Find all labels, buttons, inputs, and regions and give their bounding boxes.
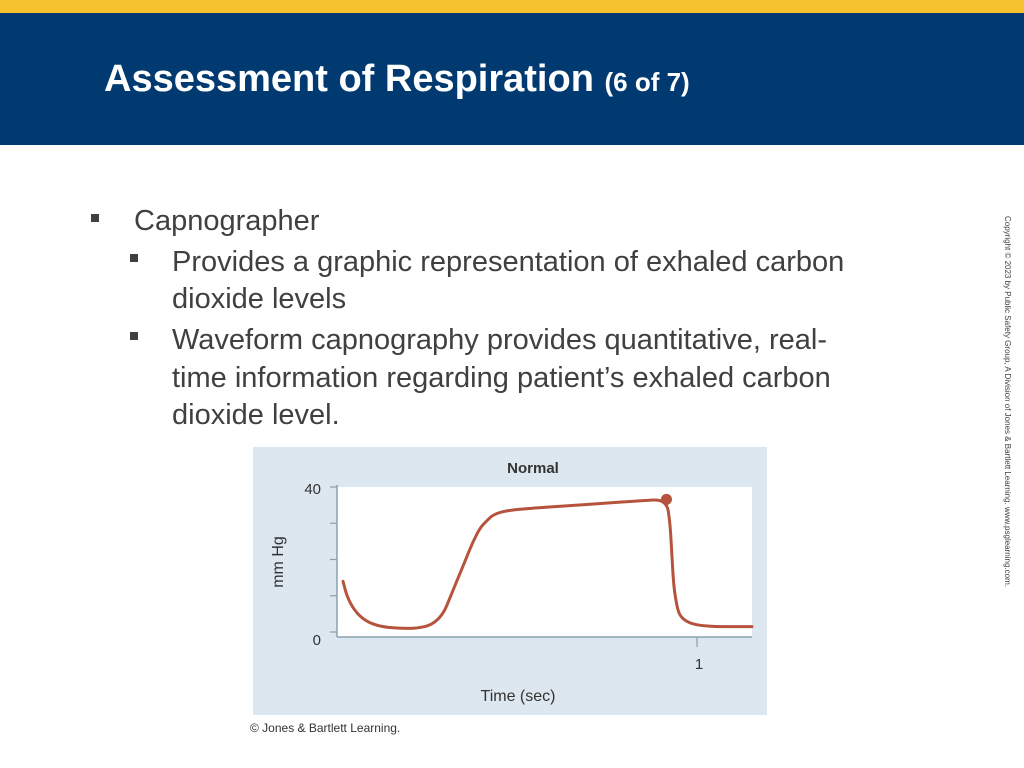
end-tidal-point xyxy=(660,493,672,505)
capnography-figure: Normal 40 0 1 mm Hg Time (sec) xyxy=(253,447,767,715)
y-tick-label-0: 0 xyxy=(313,632,321,649)
slide-title-counter: (6 of 7) xyxy=(604,67,690,97)
bullet-marker xyxy=(130,254,138,262)
x-tick-label-1: 1 xyxy=(695,656,703,673)
bullet-sub2-line3: dioxide level. xyxy=(172,399,340,431)
co2-waveform-line xyxy=(341,498,754,630)
side-copyright-notice: Copyright © 2023 by Public Safety Group,… xyxy=(1003,216,1012,587)
x-axis-label: Time (sec) xyxy=(481,688,556,705)
header-bar xyxy=(0,13,1024,145)
bullet-sub2-line1: Waveform capnography provides quantitati… xyxy=(172,324,827,356)
bullet-list: Capnographer Provides a graphic represen… xyxy=(91,205,845,431)
y-axis-label: mm Hg xyxy=(270,536,287,588)
bullet-marker xyxy=(91,214,99,222)
capnogram-chart: Normal 40 0 1 mm Hg Time (sec) xyxy=(253,447,767,715)
chart-title: Normal xyxy=(507,460,559,477)
bullet-sub2-line2: time information regarding patient’s exh… xyxy=(172,362,831,394)
plot-area xyxy=(337,487,752,637)
bullet-level1: Capnographer xyxy=(134,205,320,237)
bullet-marker xyxy=(130,332,138,340)
y-tick-label-40: 40 xyxy=(304,481,321,498)
figure-credit: © Jones & Bartlett Learning. xyxy=(250,721,401,735)
bullet-sub1-line1: Provides a graphic representation of exh… xyxy=(172,246,845,278)
slide-title: Assessment of Respiration (6 of 7) xyxy=(104,58,690,101)
slide-title-main: Assessment of Respiration xyxy=(104,58,594,100)
top-accent-stripe xyxy=(0,0,1024,13)
bullet-sub1-line2: dioxide levels xyxy=(172,283,347,315)
